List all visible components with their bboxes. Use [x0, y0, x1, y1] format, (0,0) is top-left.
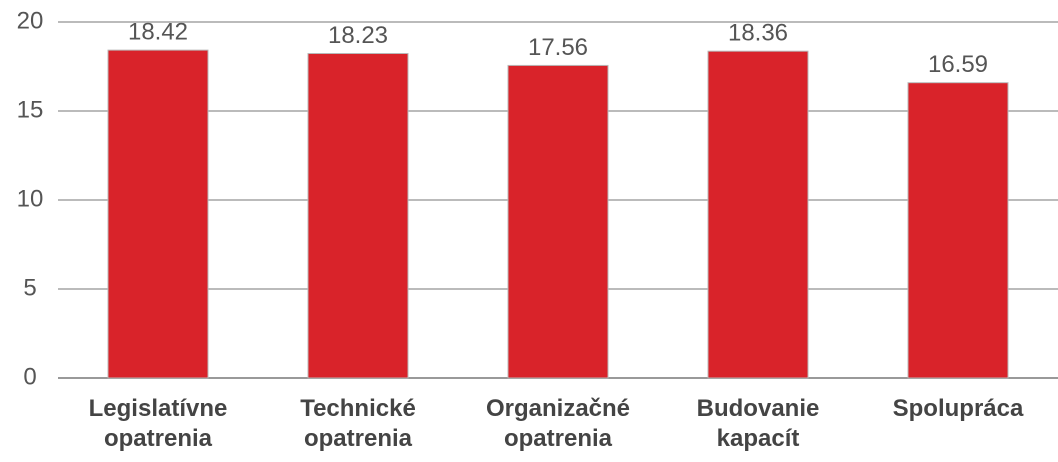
y-tick-label: 0 — [23, 363, 36, 390]
y-tick-label: 15 — [17, 96, 44, 123]
x-tick-label: Organizačné opatrenia — [485, 395, 631, 452]
value-label: 16.59 — [928, 51, 988, 78]
x-tick-label: Spolupráca — [892, 395, 1024, 422]
value-label: 18.42 — [128, 18, 188, 45]
bar — [507, 64, 609, 379]
value-label: 17.56 — [528, 34, 588, 61]
bar — [107, 49, 209, 379]
x-tick-label: Technické opatrenia — [300, 395, 416, 452]
value-label: 18.23 — [328, 22, 388, 49]
x-tick-label: Legislatívne opatrenia — [88, 395, 228, 452]
bar — [707, 50, 809, 379]
bar — [907, 82, 1009, 379]
x-tick-label: Budovanie kapacít — [696, 395, 820, 452]
value-label: 18.36 — [728, 20, 788, 47]
y-tick-label: 20 — [17, 7, 44, 34]
y-tick-label: 10 — [17, 185, 44, 212]
y-tick-label: 5 — [23, 274, 36, 301]
bar — [307, 53, 409, 379]
